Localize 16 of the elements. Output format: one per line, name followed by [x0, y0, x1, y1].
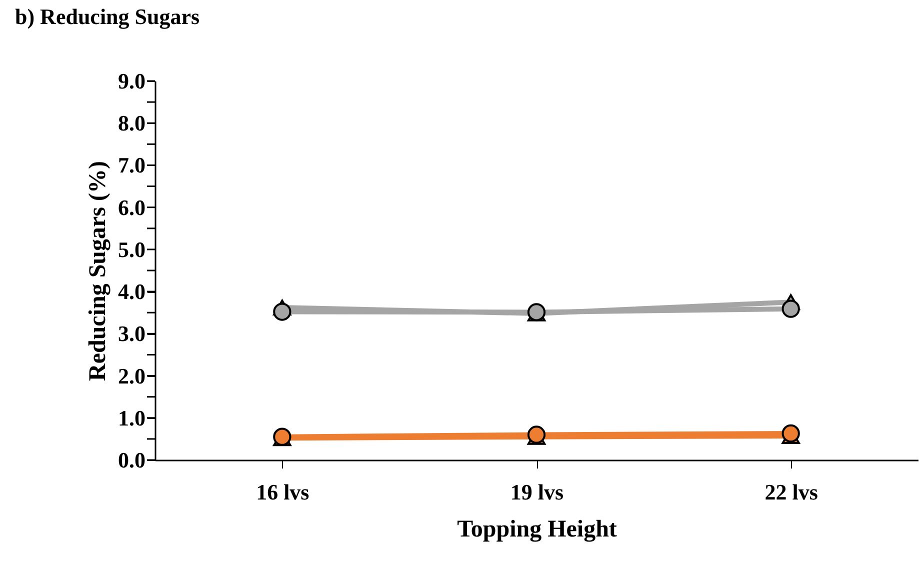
- y-tick-label: 1.0: [118, 405, 146, 430]
- y-tick-label: 5.0: [118, 236, 146, 262]
- y-tick-label: 2.0: [118, 363, 146, 388]
- y-tick-label: 6.0: [118, 194, 146, 220]
- y-tick-label: 3.0: [118, 321, 146, 346]
- y-tick-label: 0.0: [118, 448, 146, 472]
- chart-title: b) Reducing Sugars: [15, 4, 200, 29]
- y-tick-label: 9.0: [118, 68, 146, 94]
- x-tick-label: 19 lvs: [510, 480, 564, 504]
- y-tick-label: 7.0: [118, 152, 146, 178]
- x-tick-label: 16 lvs: [256, 480, 310, 504]
- y-tick-label: 4.0: [118, 279, 146, 304]
- y-tick-label: 8.0: [118, 110, 146, 136]
- y-axis-title: Reducing Sugars (%): [85, 160, 111, 382]
- x-tick-label: 22 lvs: [764, 480, 818, 504]
- x-axis-title: Topping Height: [457, 516, 617, 542]
